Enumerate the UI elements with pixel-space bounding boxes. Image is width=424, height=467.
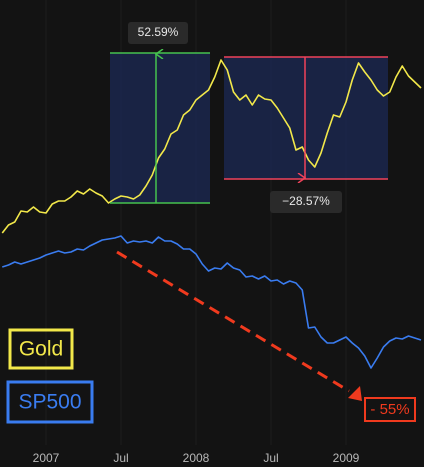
x-tick-label: Jul (113, 451, 128, 465)
trend-line (116, 250, 350, 393)
legend-label: SP500 (18, 391, 81, 414)
legend-box (8, 328, 74, 370)
range-shade (224, 57, 388, 179)
label-box (128, 22, 188, 44)
x-tick-label: 2009 (333, 451, 360, 465)
series-line (1, 59, 422, 234)
x-tick-label: 2007 (33, 451, 60, 465)
annotation: 52.59% (138, 25, 179, 39)
legend-box (6, 380, 94, 424)
label-box (270, 191, 342, 213)
legend: Gold SP500 (6, 328, 94, 424)
series-line (2, 235, 422, 369)
label-box (364, 397, 416, 422)
legend-label: Gold (19, 338, 63, 361)
range-shade (110, 53, 210, 203)
annotation: −28.57% (282, 194, 330, 208)
x-tick-label: 2008 (183, 451, 210, 465)
trend-arrow (348, 386, 362, 401)
annotation: - 55% (370, 401, 409, 418)
x-tick-label: Jul (263, 451, 278, 465)
lines (1, 59, 422, 369)
